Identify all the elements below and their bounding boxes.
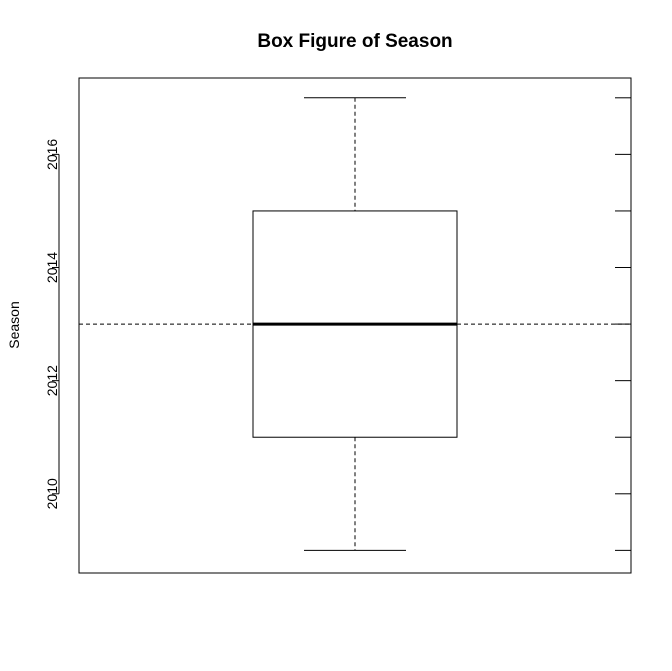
y-tick-label: 2010: [44, 478, 60, 509]
plot-frame: [78, 77, 632, 574]
axis-layer: 2010 2012 2014 2016: [44, 97, 631, 551]
chart-title: Box Figure of Season: [257, 31, 452, 52]
y-axis-label: Season: [6, 301, 22, 348]
y-tick-label: 2014: [44, 252, 60, 283]
y-tick-label: 2012: [44, 365, 60, 396]
box-plot-marks: [79, 97, 631, 551]
y-tick-label: 2016: [44, 139, 60, 170]
